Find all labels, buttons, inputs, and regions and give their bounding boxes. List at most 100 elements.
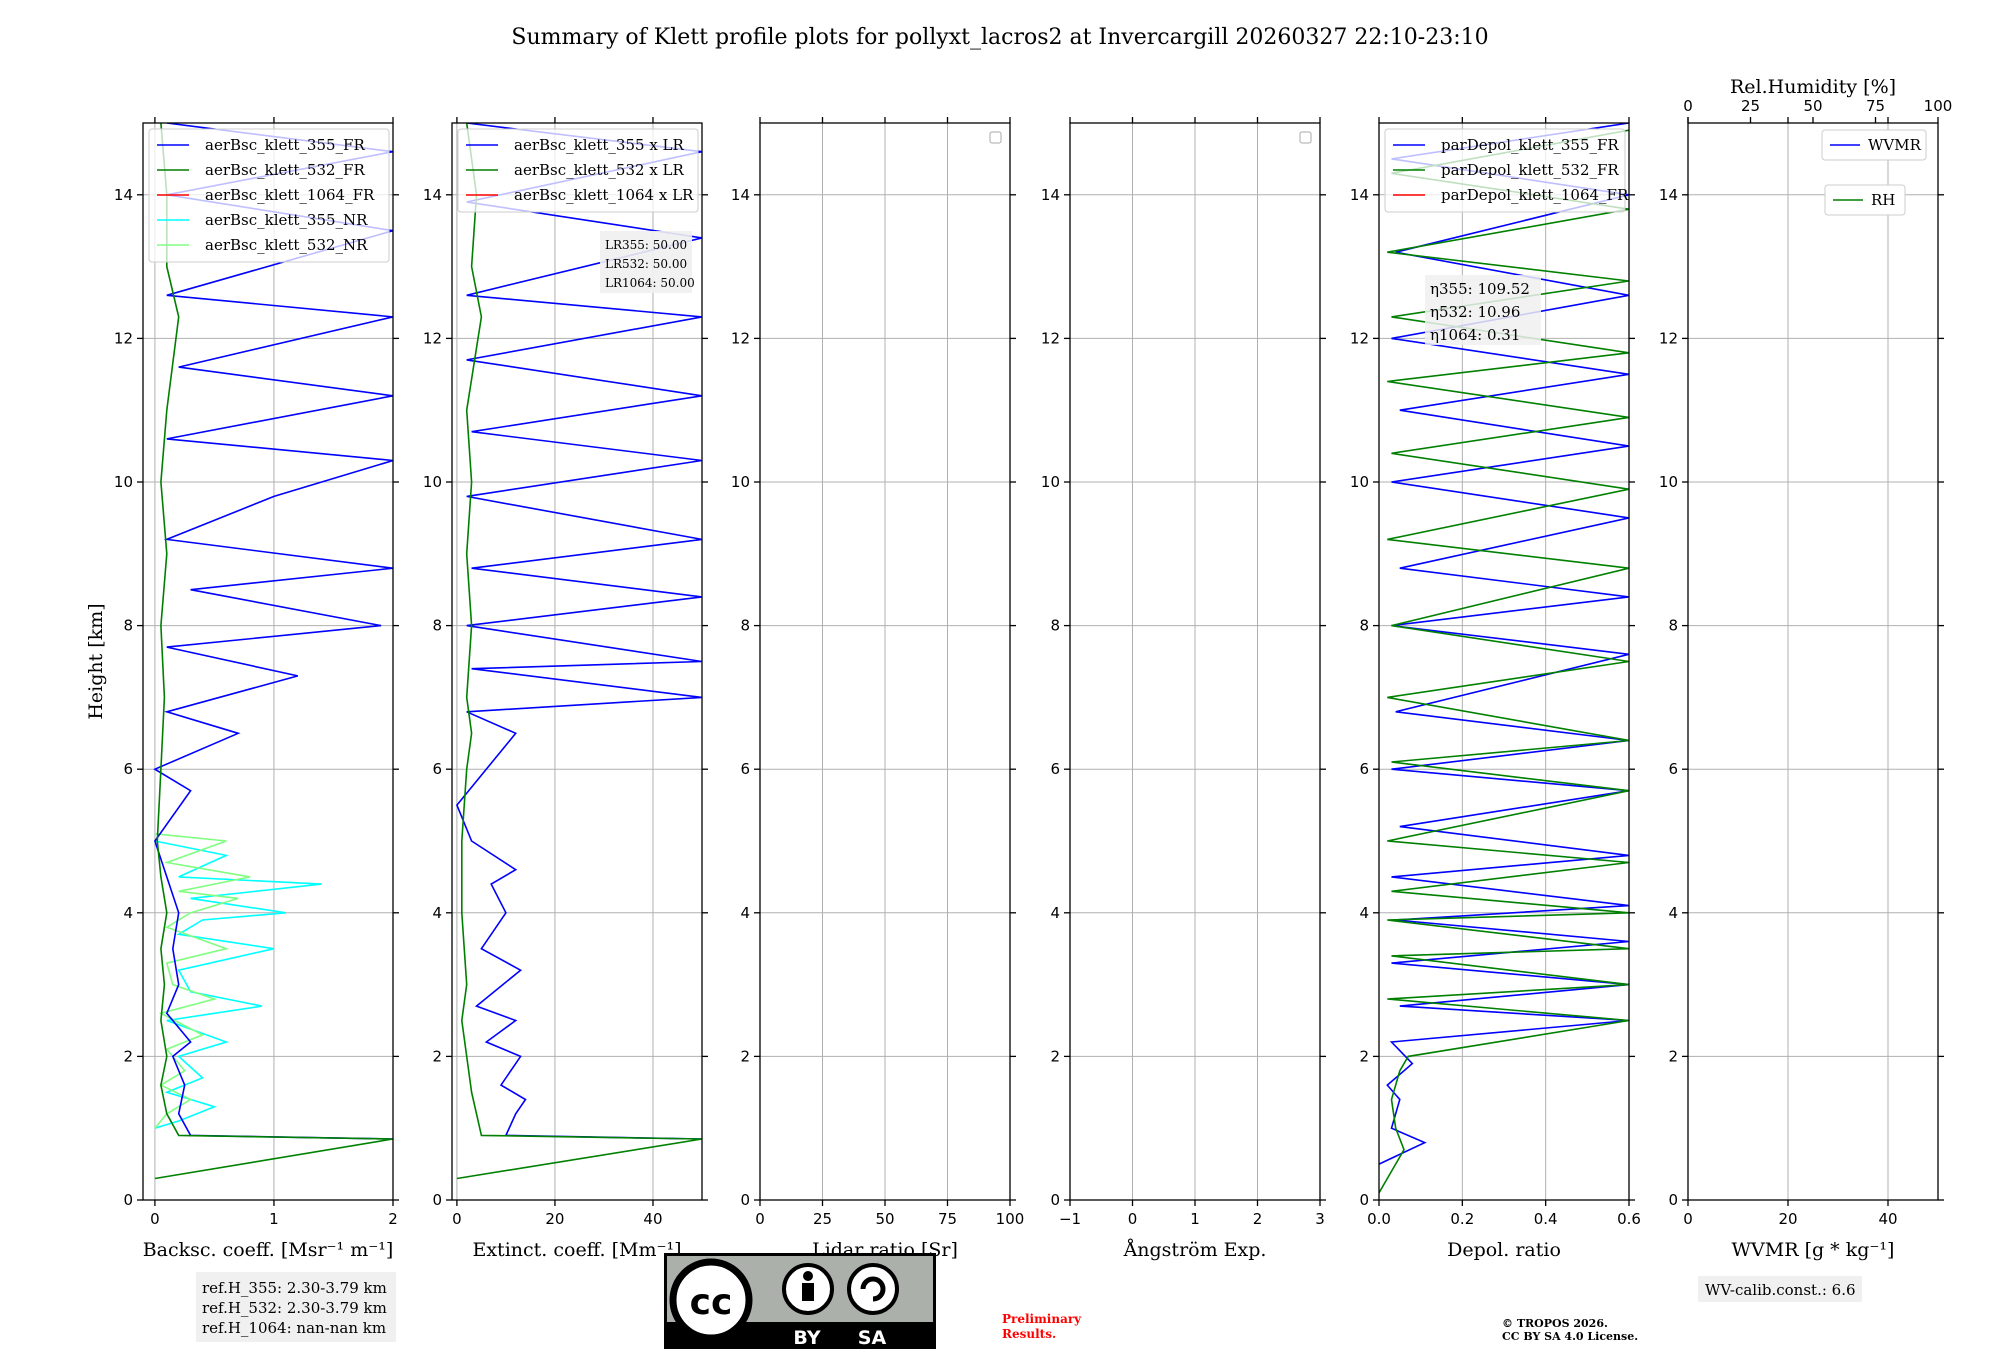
lr-value-2: LR1064: 50.00 (605, 276, 695, 290)
cc-icon (669, 1258, 753, 1342)
x-tick-label-depol: 0.2 (1450, 1210, 1474, 1228)
sa-icon-arrow (860, 1276, 886, 1302)
legend-box-wvmr (1821, 129, 1927, 161)
legend-label-parDepol_klett_1064_FR: parDepol_klett_1064_FR (1441, 186, 1629, 204)
sa-icon (847, 1263, 899, 1315)
x-tick-label-bsc: 2 (388, 1210, 398, 1228)
legend-box-ext (457, 128, 699, 213)
ref-heights-box: ref.H_355: 2.30-3.79 km ref.H_532: 2.30-… (196, 1272, 396, 1342)
y-tick-label-wv: 6 (1668, 760, 1678, 778)
y-tick-label-bsc: 12 (114, 329, 133, 347)
y-tick-label-lr: 6 (740, 760, 750, 778)
y-tick-label-lr: 12 (731, 329, 750, 347)
y-tick-label-ang: 12 (1041, 329, 1060, 347)
x-tick-label-wv: 20 (1778, 1210, 1797, 1228)
legend-wv: WVMR RH (1821, 129, 1927, 216)
legend-label-WVMR: WVMR (1868, 136, 1922, 154)
top-x-tick-label: 75 (1866, 97, 1885, 115)
y-tick-label-bsc: 8 (123, 617, 133, 635)
x-tick-label-wv: 0 (1683, 1210, 1693, 1228)
x-tick-label-ang: 0 (1128, 1210, 1138, 1228)
empty-legend-lr (989, 131, 1002, 144)
y-tick-label-bsc: 0 (123, 1191, 133, 1209)
panel-wv: 0 20 40 0 2 4 6 8 10 12 14 WVMR [g * kg⁻¹] 0 25 50 75 10… (1659, 76, 1952, 1261)
x-tick-label-lr: 25 (813, 1210, 832, 1228)
series-parDepol_klett_532_FR (1379, 129, 1629, 1194)
y-tick-label-depol: 0 (1359, 1191, 1369, 1209)
eta-box: η355: 109.52 η532: 10.96 η1064: 0.31 (1425, 275, 1541, 345)
y-tick-label-bsc: 4 (123, 904, 133, 922)
y-tick-label-depol: 14 (1350, 186, 1369, 204)
axes-frame-ext (451, 122, 703, 1201)
axes-frame-bsc (142, 122, 394, 1201)
axes-frame-wv (1687, 122, 1939, 1201)
empty-legend-ang (1299, 131, 1312, 144)
legend-box-rh (1824, 184, 1906, 216)
y-tick-label-wv: 4 (1668, 904, 1678, 922)
x-tick-label-ang: −1 (1059, 1210, 1081, 1228)
ref-height-355: ref.H_355: 2.30-3.79 km (202, 1279, 387, 1297)
y-tick-label-depol: 8 (1359, 617, 1369, 635)
x-tick-label-ext: 40 (643, 1210, 662, 1228)
y-tick-label-ext: 0 (432, 1191, 442, 1209)
lr-value-1: LR532: 50.00 (605, 257, 687, 271)
series-aerBsc_klett_532_FR (154, 123, 393, 1180)
x-tick-label-bsc: 0 (150, 1210, 160, 1228)
wv-calib-box: WV-calib.const.: 6.6 (1698, 1276, 1862, 1302)
legend-label-aerBsc_klett_532 x LR: aerBsc_klett_532 x LR (514, 161, 685, 179)
y-tick-label-lr: 10 (731, 473, 750, 491)
series-parDepol_klett_355_FR (1379, 123, 1629, 1165)
top-x-tick-label: 50 (1803, 97, 1822, 115)
y-tick-label-ang: 10 (1041, 473, 1060, 491)
x-tick-label-ang: 2 (1253, 1210, 1263, 1228)
x-axis-label-depol: Depol. ratio (1447, 1239, 1561, 1261)
series-group-ext (455, 123, 702, 1180)
x-axis-label-ext: Extinct. coeff. [Mm⁻¹] (472, 1239, 681, 1261)
y-tick-label-wv: 12 (1659, 329, 1678, 347)
legend-label-aerBsc_klett_532_NR: aerBsc_klett_532_NR (205, 236, 368, 254)
legend-label-aerBsc_klett_1064 x LR: aerBsc_klett_1064 x LR (514, 186, 694, 204)
y-tick-label-lr: 8 (740, 617, 750, 635)
y-tick-label-depol: 2 (1359, 1047, 1369, 1065)
y-tick-label-bsc: 14 (114, 186, 133, 204)
series-group-depol (1379, 123, 1629, 1194)
series-aerBsc_klett_355_NR (154, 840, 322, 1129)
y-tick-label-ext: 8 (432, 617, 442, 635)
legend-label-aerBsc_klett_1064_FR: aerBsc_klett_1064_FR (205, 186, 375, 204)
y-tick-label-wv: 14 (1659, 186, 1678, 204)
top-x-axis-label: Rel.Humidity [%] (1730, 76, 1896, 98)
x-tick-label-lr: 100 (996, 1210, 1025, 1228)
y-tick-label-depol: 6 (1359, 760, 1369, 778)
y-tick-label-lr: 14 (731, 186, 750, 204)
panel-ext: 0 20 40 0 2 4 6 8 10 12 14 Extinct. coeff. [Mm⁻¹] ae… (423, 117, 708, 1261)
wv-calib-background (1698, 1276, 1862, 1302)
legend-label-aerBsc_klett_355 x LR: aerBsc_klett_355 x LR (514, 136, 685, 154)
legend-depol: parDepol_klett_355_FR parDepol_klett_532_… (1384, 128, 1629, 213)
copyright-line-2: CC BY SA 4.0 License. (1502, 1330, 1638, 1343)
y-tick-label-depol: 4 (1359, 904, 1369, 922)
y-tick-label-ext: 6 (432, 760, 442, 778)
y-tick-label-ext: 10 (423, 473, 442, 491)
legend-box-bsc (148, 128, 390, 263)
series-group-bsc (153, 123, 393, 1180)
eta-value-0: η355: 109.52 (1430, 280, 1530, 298)
series-aerBsc_klett_355 x LR (455, 123, 702, 1140)
x-axis-label-wv: WVMR [g * kg⁻¹] (1732, 1239, 1895, 1261)
x-tick-label-lr: 75 (938, 1210, 957, 1228)
cc-text: cc (690, 1282, 733, 1323)
y-tick-label-ext: 4 (432, 904, 442, 922)
lr-box-background (600, 231, 692, 293)
y-tick-label-ext: 2 (432, 1047, 442, 1065)
legend-box-depol (1384, 128, 1626, 213)
y-tick-label-bsc: 10 (114, 473, 133, 491)
wv-calib-text: WV-calib.const.: 6.6 (1705, 1281, 1856, 1299)
top-x-tick-label: 100 (1924, 97, 1953, 115)
legend-label-aerBsc_klett_355_FR: aerBsc_klett_355_FR (205, 136, 365, 154)
x-tick-label-lr: 0 (755, 1210, 765, 1228)
y-tick-label-ext: 14 (423, 186, 442, 204)
x-tick-label-ext: 20 (545, 1210, 564, 1228)
x-tick-label-ang: 3 (1315, 1210, 1325, 1228)
lr-value-0: LR355: 50.00 (605, 238, 687, 252)
